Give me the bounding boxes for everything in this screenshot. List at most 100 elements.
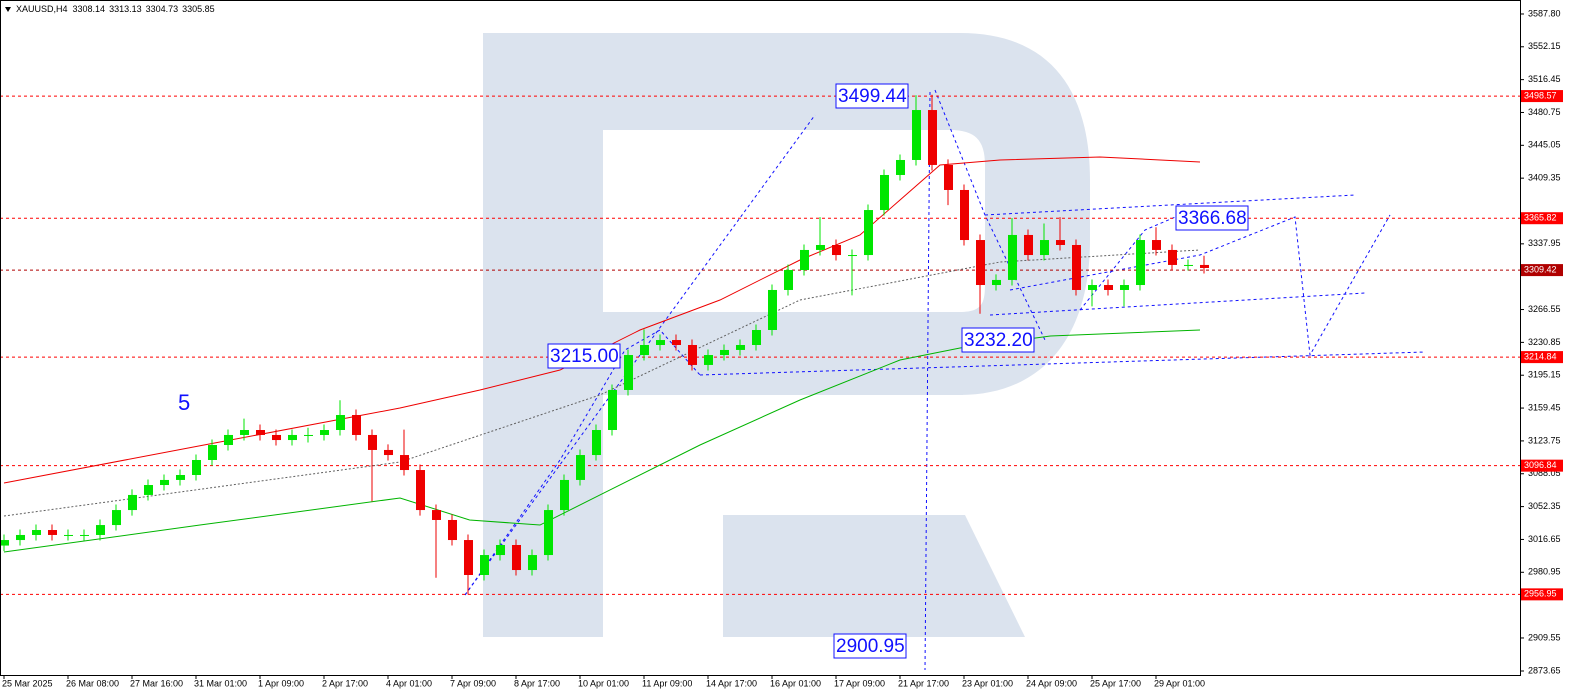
candle-body bbox=[752, 330, 761, 345]
candle-body bbox=[1200, 264, 1209, 268]
symbol: XAUUSD,H4 bbox=[16, 4, 68, 14]
level-label: 3214.84 bbox=[1524, 351, 1557, 361]
y-tick-label: 2909.55 bbox=[1528, 632, 1561, 642]
candle-body bbox=[592, 430, 601, 456]
candle-body bbox=[32, 530, 41, 535]
level-label-bg bbox=[1521, 588, 1563, 601]
candle-body bbox=[544, 510, 553, 556]
y-tick-label: 3230.85 bbox=[1528, 337, 1561, 347]
level-label-bg bbox=[1521, 212, 1563, 225]
y-tick-label: 3552.15 bbox=[1528, 41, 1561, 51]
candle-body bbox=[864, 210, 873, 256]
annotation: 5 bbox=[178, 390, 190, 415]
level-label-bg bbox=[1521, 264, 1563, 277]
y-tick-label: 3445.05 bbox=[1528, 140, 1561, 150]
x-tick-label: 2 Apr 17:00 bbox=[322, 678, 368, 688]
x-tick-label: 25 Mar 2025 bbox=[2, 678, 53, 688]
candle-body bbox=[576, 455, 585, 480]
candle-body bbox=[768, 289, 777, 331]
x-tick-label: 7 Apr 09:00 bbox=[450, 678, 496, 688]
level-label-bg bbox=[1521, 90, 1563, 103]
candle-body bbox=[384, 449, 393, 456]
y-tick-label: 3266.55 bbox=[1528, 304, 1561, 314]
candle-body bbox=[800, 249, 809, 271]
projection-line bbox=[989, 292, 1366, 316]
y-tick-label: 3587.80 bbox=[1528, 8, 1561, 18]
candle-body bbox=[288, 434, 297, 441]
candle-body bbox=[720, 349, 729, 356]
level-label: 3365.82 bbox=[1524, 213, 1557, 223]
candle-body bbox=[1072, 244, 1081, 290]
x-tick-label: 23 Apr 01:00 bbox=[962, 678, 1013, 688]
candle-body bbox=[192, 459, 201, 475]
candle-body bbox=[144, 485, 153, 495]
candle-body bbox=[48, 530, 57, 535]
projection-line bbox=[1079, 214, 1181, 311]
candle-body bbox=[816, 244, 825, 250]
watermark-stem bbox=[483, 33, 603, 637]
x-tick-label: 21 Apr 17:00 bbox=[898, 678, 949, 688]
annotation: 3499.44 bbox=[838, 86, 907, 107]
candle-body bbox=[656, 340, 665, 345]
header-low: 3304.73 bbox=[146, 4, 179, 14]
candle-body bbox=[352, 415, 361, 435]
candle-body bbox=[784, 270, 793, 290]
y-tick-label: 3516.45 bbox=[1528, 74, 1561, 84]
candle-body bbox=[896, 159, 905, 175]
plot bbox=[0, 94, 1520, 595]
watermark-bowl bbox=[603, 33, 1090, 395]
candle-body bbox=[240, 430, 249, 435]
level-label-bg bbox=[1521, 459, 1563, 472]
candle-body bbox=[0, 540, 9, 546]
candle-body bbox=[1088, 285, 1097, 290]
annotation-box bbox=[1175, 205, 1249, 231]
watermark-bar bbox=[723, 312, 963, 395]
candle-body bbox=[1168, 249, 1177, 265]
x-tick-label: 31 Mar 01:00 bbox=[194, 678, 247, 688]
candle-body bbox=[112, 510, 121, 526]
annotation-box bbox=[833, 633, 907, 659]
candle-body bbox=[1184, 264, 1193, 266]
candle-body bbox=[672, 340, 681, 345]
x-tick-label: 17 Apr 09:00 bbox=[834, 678, 885, 688]
x-tick-label: 25 Apr 17:00 bbox=[1090, 678, 1141, 688]
candle-body bbox=[1008, 234, 1017, 280]
level-label: 3309.42 bbox=[1524, 264, 1557, 274]
y-tick-label: 3195.15 bbox=[1528, 370, 1561, 380]
candle-body bbox=[608, 389, 617, 431]
candle-body bbox=[624, 355, 633, 390]
candle-body bbox=[848, 255, 857, 257]
level-label: 3498.57 bbox=[1524, 90, 1557, 100]
x-tick-label: 4 Apr 01:00 bbox=[386, 678, 432, 688]
indicator-line bbox=[3, 249, 1201, 517]
annotation-box bbox=[547, 343, 621, 369]
annotation: 2900.95 bbox=[836, 636, 905, 657]
y-tick-label: 3016.65 bbox=[1528, 534, 1561, 544]
candle-body bbox=[928, 110, 937, 165]
annotation: 3366.68 bbox=[1178, 208, 1247, 229]
candle-body bbox=[64, 534, 73, 536]
x-tick-label: 1 Apr 09:00 bbox=[258, 678, 304, 688]
candle-body bbox=[736, 344, 745, 350]
x-tick-label: 14 Apr 17:00 bbox=[706, 678, 757, 688]
candle-body bbox=[832, 244, 841, 256]
candle-body bbox=[160, 479, 169, 486]
menu-arrow[interactable] bbox=[5, 7, 11, 12]
candle-body bbox=[304, 434, 313, 436]
candle-body bbox=[1024, 234, 1033, 256]
indicator-line bbox=[3, 156, 1201, 484]
y-tick-label: 3052.35 bbox=[1528, 501, 1561, 511]
candle-body bbox=[336, 415, 345, 431]
x-tick-label: 11 Apr 09:00 bbox=[642, 678, 692, 688]
annotation-box bbox=[961, 327, 1035, 353]
candle-body bbox=[640, 344, 649, 356]
candle-body bbox=[368, 434, 377, 450]
level-label: 2956.95 bbox=[1524, 589, 1557, 599]
candle-body bbox=[96, 525, 105, 535]
header: XAUUSD,H4 3308.14 3313.13 3304.73 3305.85 bbox=[16, 4, 215, 14]
candle-body bbox=[80, 534, 89, 536]
candle-body bbox=[400, 455, 409, 471]
annotation: 3215.00 bbox=[550, 346, 619, 367]
x-tick-label: 16 Apr 01:00 bbox=[770, 678, 821, 688]
